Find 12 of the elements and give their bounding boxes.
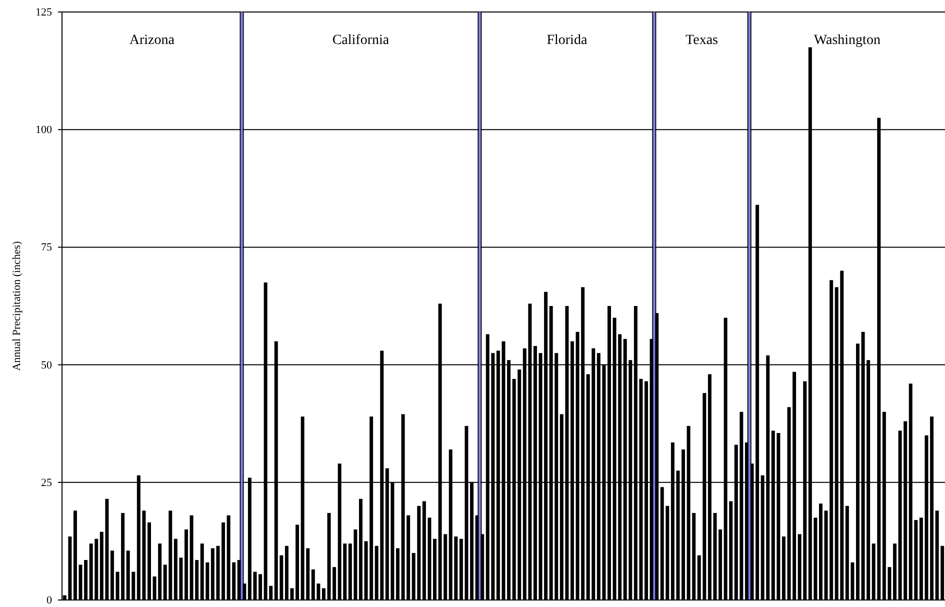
annotation: Texas xyxy=(686,33,718,48)
y-axis-title: Annual Precipitation (inches) xyxy=(11,240,23,371)
y-tick-label: 25 xyxy=(41,476,52,489)
y-tick-label: 125 xyxy=(36,6,52,19)
annotation: Florida xyxy=(546,33,588,48)
y-tick-label: 50 xyxy=(41,359,52,372)
annotation: California xyxy=(332,33,390,48)
y-tick-label: 100 xyxy=(36,124,52,136)
annotation: Arizona xyxy=(129,33,176,48)
y-tick-label: 75 xyxy=(41,242,52,254)
annotation: Washington xyxy=(814,33,880,48)
y-tick-label: 0 xyxy=(46,594,52,607)
